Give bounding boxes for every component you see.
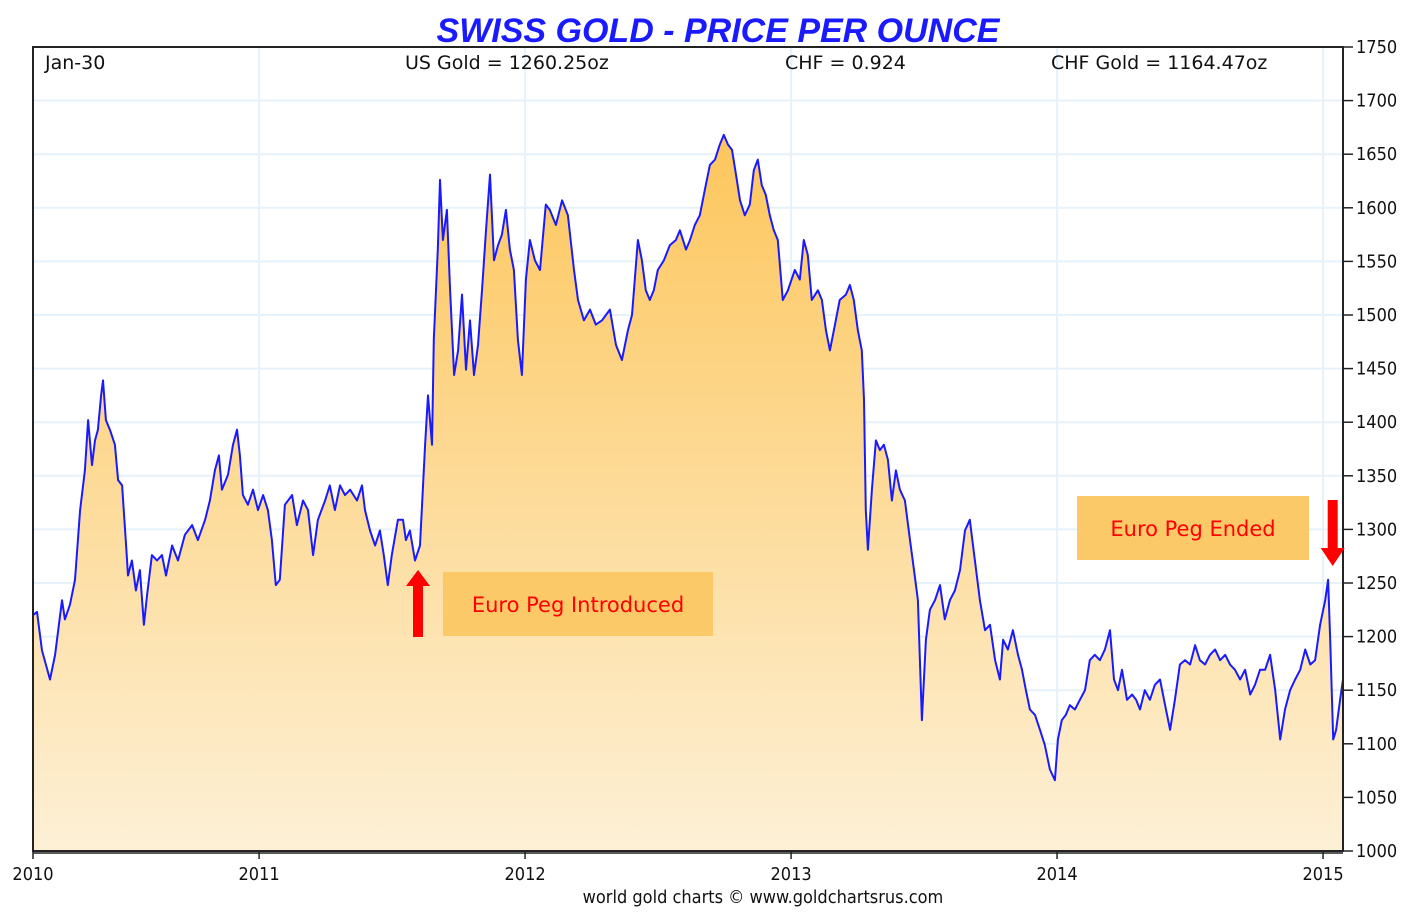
x-tick-label: 2012 bbox=[504, 864, 545, 885]
header-us-gold: US Gold = 1260.25oz bbox=[405, 52, 609, 74]
y-tick-label: 1700 bbox=[1356, 91, 1397, 112]
header-date: Jan-30 bbox=[44, 52, 105, 74]
annotation-label: Euro Peg Introduced bbox=[472, 593, 684, 617]
arrow-up-icon-head bbox=[406, 570, 430, 586]
annotation-box bbox=[1077, 496, 1309, 560]
y-tick-label: 1550 bbox=[1356, 251, 1397, 272]
y-axis: 1000 1050 1100 1150 1200 1250 1300 1350 1400 1450… bbox=[1343, 37, 1397, 862]
header-chf-gold: CHF Gold = 1164.47oz bbox=[1051, 52, 1267, 74]
plot-frame bbox=[32, 46, 1344, 852]
price-area bbox=[32, 133, 1344, 851]
price-line bbox=[32, 133, 1344, 782]
arrow-down-icon bbox=[1327, 500, 1338, 550]
annotation-box bbox=[443, 572, 713, 636]
y-tick-label: 1500 bbox=[1356, 305, 1397, 326]
footer-credit: world gold charts © www.goldchartsrus.co… bbox=[583, 887, 944, 908]
y-tick-label: 1600 bbox=[1356, 198, 1397, 219]
x-axis: 2010 2011 2012 2013 2014 2015 bbox=[12, 851, 1344, 885]
annotation-label: Euro Peg Ended bbox=[1110, 517, 1275, 541]
y-tick-label: 1250 bbox=[1356, 573, 1397, 594]
y-tick-label: 1200 bbox=[1356, 627, 1397, 648]
x-tick-label: 2013 bbox=[770, 864, 811, 885]
x-tick-label: 2011 bbox=[238, 864, 279, 885]
y-tick-label: 1650 bbox=[1356, 144, 1397, 165]
y-tick-label: 1300 bbox=[1356, 519, 1397, 540]
y-tick-label: 1350 bbox=[1356, 466, 1397, 487]
header-chf: CHF = 0.924 bbox=[785, 52, 906, 74]
y-tick-label: 1050 bbox=[1356, 787, 1397, 808]
area-fill bbox=[33, 134, 1343, 851]
y-tick-label: 1100 bbox=[1356, 734, 1397, 755]
chart-title: SWISS GOLD - PRICE PER OUNCE bbox=[437, 12, 1001, 50]
x-tick-label: 2014 bbox=[1036, 864, 1077, 885]
annotations: Euro Peg Introduced Euro Peg Ended bbox=[406, 496, 1345, 637]
y-tick-label: 1750 bbox=[1356, 37, 1397, 58]
y-tick-label: 1400 bbox=[1356, 412, 1397, 433]
y-tick-label: 1000 bbox=[1356, 841, 1397, 862]
y-tick-label: 1150 bbox=[1356, 680, 1397, 701]
arrow-up-icon bbox=[413, 584, 423, 637]
x-tick-label: 2015 bbox=[1302, 864, 1343, 885]
x-tick-label: 2010 bbox=[12, 864, 53, 885]
arrow-down-icon-head bbox=[1320, 548, 1345, 566]
y-tick-label: 1450 bbox=[1356, 359, 1397, 380]
